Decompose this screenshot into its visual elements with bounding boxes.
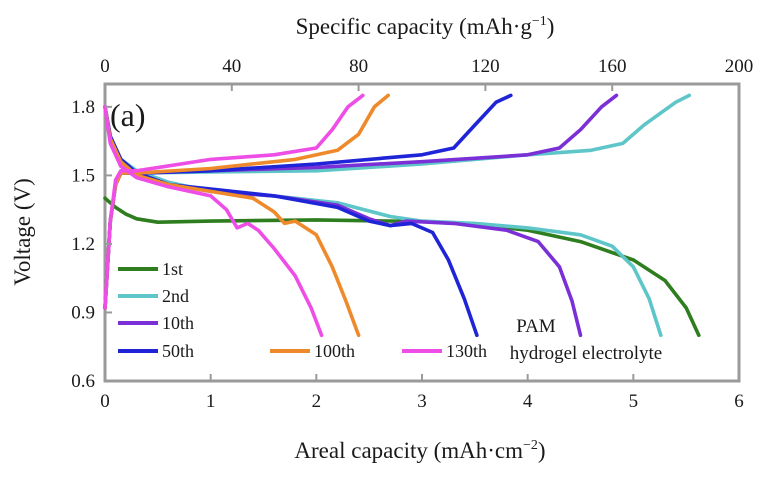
tick-layer: 0 1 2 3 4 5 6 0 40 80 120 160 200 0.6 0.9 1.2 1.5 1.8: [71, 56, 753, 412]
y-tick-label: 0.9: [71, 302, 95, 323]
x-tick-label: 0: [100, 391, 110, 412]
legend-label-50th: 50th: [162, 341, 194, 361]
x-tick-label: 3: [417, 391, 427, 412]
y-tick-label: 1.8: [71, 97, 95, 118]
annotation-hydrogel-electrolyte: hydrogel electrolyte: [510, 343, 662, 364]
legend-label-1st: 1st: [162, 259, 183, 279]
x2-tick-label: 120: [471, 56, 500, 77]
x-tick-label: 5: [629, 391, 639, 412]
x-tick-label: 2: [312, 391, 322, 412]
legend: 1st 2nd 10th 50th 100th 130th: [118, 259, 487, 361]
legend-label-130th: 130th: [446, 341, 487, 361]
series-layer: [103, 93, 701, 338]
x-axis-title: Areal capacity (mAh·cm−2): [294, 438, 545, 463]
x-tick-label: 4: [523, 391, 533, 412]
annotation-pam: PAM: [516, 316, 556, 337]
legend-label-100th: 100th: [314, 341, 355, 361]
legend-label-10th: 10th: [162, 313, 194, 333]
series-130th-discharge-line: [103, 105, 324, 338]
x2-axis-title: Specific capacity (mAh·g−1): [296, 14, 555, 39]
y-tick-label: 0.6: [71, 371, 95, 392]
y-tick-label: 1.2: [71, 234, 95, 255]
legend-label-2nd: 2nd: [162, 286, 189, 306]
x-tick-label: 6: [734, 391, 744, 412]
x2-tick-label: 40: [222, 56, 241, 77]
series-100th-charge-line: [103, 93, 390, 310]
x2-tick-label: 160: [598, 56, 627, 77]
x2-tick-label: 0: [100, 56, 110, 77]
y-tick-label: 1.5: [71, 165, 95, 186]
series-130th-charge-line: [103, 93, 365, 310]
panel-label: (a): [110, 97, 146, 133]
x2-tick-label: 200: [725, 56, 754, 77]
series-100th-discharge-line: [103, 105, 361, 338]
y-axis-title: Voltage (V): [10, 178, 35, 286]
x-tick-label: 1: [206, 391, 216, 412]
series-2nd-charge-line: [103, 93, 692, 310]
plot-frame: [103, 82, 741, 383]
x2-tick-label: 80: [349, 56, 368, 77]
